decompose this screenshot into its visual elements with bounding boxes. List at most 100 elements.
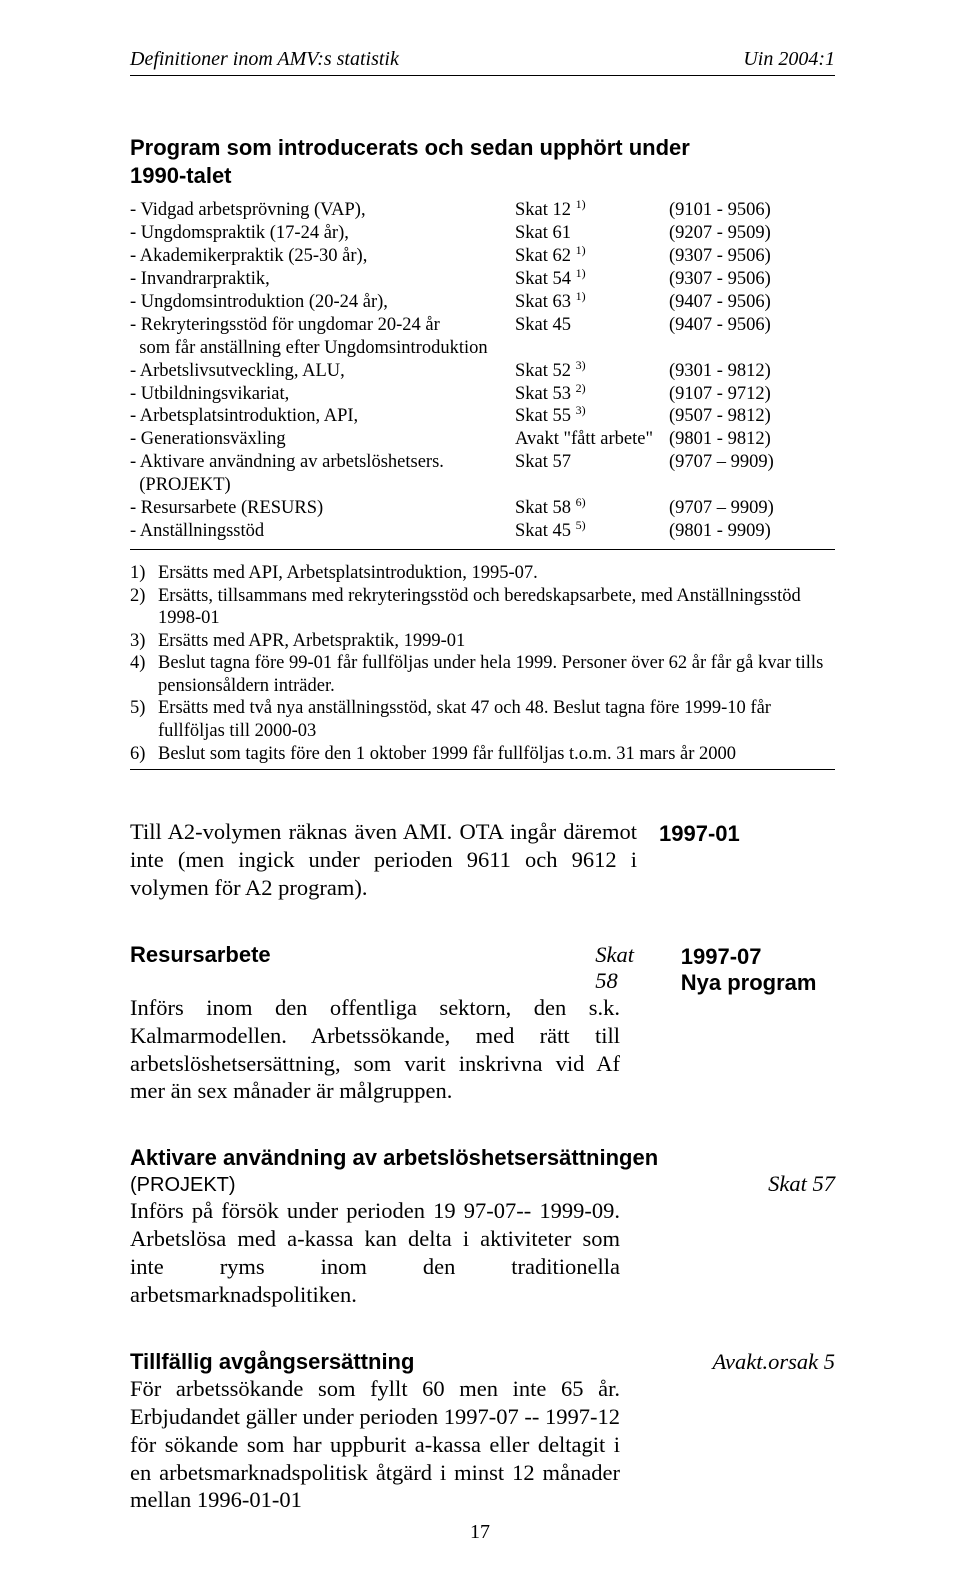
table-row: - Vidgad arbetsprövning (VAP),Skat 12 1)… [130,199,835,222]
resurs-skat: Skat 58 [595,942,659,994]
program-name: - Resursarbete (RESURS) [130,497,515,520]
section-resursarbete: Resursarbete Skat 58 Införs inom den off… [130,942,835,1106]
page-number: 17 [0,1521,960,1544]
program-code: Avakt "fått arbete" [515,428,669,451]
table-row: - Akademikerpraktik (25-30 år),Skat 62 1… [130,245,835,268]
program-range: (9707 – 9909) [669,451,835,474]
footnote-divider [130,549,835,550]
tillfallig-skat: Avakt.orsak 5 [713,1349,835,1375]
section-aktivare: Aktivare användning av arbetslöshetsersä… [130,1145,835,1309]
footnote-row: 4)Beslut tagna före 99-01 får fullföljas… [130,652,835,697]
program-name: - Arbetsplatsintroduktion, API, [130,405,515,428]
footnote-row: 1)Ersätts med API, Arbetsplatsintrodukti… [130,562,835,585]
tillfallig-body: För arbetssökande som fyllt 60 men inte … [130,1375,620,1514]
table-row: - Rekryteringsstöd för ungdomar 20-24 år… [130,314,835,337]
footnote-num: 1) [130,562,158,585]
program-name: - Arbetslivsutveckling, ALU, [130,360,515,383]
program-note: som får anställning efter Ungdomsintrodu… [130,337,835,360]
program-code: Skat 52 3) [515,360,669,383]
footnote-num: 5) [130,697,158,742]
footnote-row: 6)Beslut som tagits före den 1 oktober 1… [130,743,835,766]
program-code: Skat 53 2) [515,383,669,406]
program-name: - Invandrarpraktik, [130,268,515,291]
program-name: - Akademikerpraktik (25-30 år), [130,245,515,268]
program-name: - Anställningsstöd [130,520,515,543]
table-row: - Arbetsplatsintroduktion, API,Skat 55 3… [130,405,835,428]
table-row: - Arbetslivsutveckling, ALU,Skat 52 3)(9… [130,360,835,383]
program-range: (9207 - 9509) [669,222,835,245]
resurs-margin-1: 1997-07 [681,944,762,969]
program-code: Skat 55 3) [515,405,669,428]
program-code: Skat 45 [515,314,669,337]
program-table-1: - Vidgad arbetsprövning (VAP),Skat 12 1)… [130,199,835,337]
resurs-head-row: Resursarbete Skat 58 [130,942,659,994]
footnote-text: Ersätts med APR, Arbetspraktik, 1999-01 [158,630,835,653]
header-right: Uin 2004:1 [743,48,835,71]
page: Definitioner inom AMV:s statistik Uin 20… [0,0,960,1574]
program-table-3: - Resursarbete (RESURS)Skat 58 6)(9707 –… [130,497,835,543]
program-code: Skat 57 [515,451,669,474]
program-code: Skat 63 1) [515,291,669,314]
aktivare-sub: (PROJEKT) [130,1174,236,1196]
program-name: - Ungdomspraktik (17-24 år), [130,222,515,245]
tillfallig-head-row: Tillfällig avgångsersättning Avakt.orsak… [130,1349,835,1375]
footnote-row: 5)Ersätts med två nya anställningsstöd, … [130,697,835,742]
aktivare-body: Införs på försök under perioden 19 97-07… [130,1197,620,1309]
footnote-text: Ersätts med två nya anställningsstöd, sk… [158,697,835,742]
program-range: (9707 – 9909) [669,497,835,520]
program-code: Skat 61 [515,222,669,245]
table-row: - Aktivare användning av arbetslöshetser… [130,451,835,474]
footnote-row: 2)Ersätts, tillsammans med rekryteringss… [130,585,835,630]
projekt-note: (PROJEKT) [130,474,835,497]
aktivare-skat: Skat 57 [768,1171,835,1197]
program-range: (9407 - 9506) [669,291,835,314]
footnote-row: 3)Ersätts med APR, Arbetspraktik, 1999-0… [130,630,835,653]
footnotes-block: 1)Ersätts med API, Arbetsplatsintrodukti… [130,562,835,765]
table-row: - AnställningsstödSkat 45 5)(9801 - 9909… [130,520,835,543]
para-a2-wrap: Till A2-volymen räknas även AMI. OTA ing… [130,818,835,902]
table-row: - Resursarbete (RESURS)Skat 58 6)(9707 –… [130,497,835,520]
footnote-num: 4) [130,652,158,697]
program-title-line2: 1990-talet [130,163,232,188]
program-title: Program som introducerats och sedan upph… [130,134,835,189]
resurs-head-left: Resursarbete Skat 58 Införs inom den off… [130,942,659,1106]
tillfallig-title: Tillfällig avgångsersättning [130,1349,414,1374]
table-row: - Ungdomspraktik (17-24 år),Skat 61(9207… [130,222,835,245]
program-name: - Vidgad arbetsprövning (VAP), [130,199,515,222]
note-line: som får anställning efter Ungdomsintrodu… [130,338,488,358]
program-name: - Ungdomsintroduktion (20-24 år), [130,291,515,314]
projekt-line: (PROJEKT) [130,475,231,495]
running-header: Definitioner inom AMV:s statistik Uin 20… [130,48,835,76]
program-code: Skat 62 1) [515,245,669,268]
aktivare-title: Aktivare användning av arbetslöshetsersä… [130,1145,658,1170]
footnote-text: Ersätts med API, Arbetsplatsintroduktion… [158,562,835,585]
resurs-title: Resursarbete [130,942,271,967]
para-a2-text: Till A2-volymen räknas även AMI. OTA ing… [130,818,637,902]
table-row: - GenerationsväxlingAvakt "fått arbete"(… [130,428,835,451]
program-code: Skat 58 6) [515,497,669,520]
table-row: - Invandrarpraktik,Skat 54 1)(9307 - 950… [130,268,835,291]
program-title-line1: Program som introducerats och sedan upph… [130,135,690,160]
program-name: - Utbildningsvikariat, [130,383,515,406]
program-code: Skat 45 5) [515,520,669,543]
program-range: (9801 - 9909) [669,520,835,543]
resurs-head-wrap: Resursarbete Skat 58 Införs inom den off… [130,942,835,1106]
program-range: (9407 - 9506) [669,314,835,337]
program-name: - Generationsväxling [130,428,515,451]
program-name: - Aktivare användning av arbetslöshetser… [130,451,515,474]
program-code: Skat 54 1) [515,268,669,291]
table-row: - Utbildningsvikariat,Skat 53 2)(9107 - … [130,383,835,406]
program-table-2: - Arbetslivsutveckling, ALU,Skat 52 3)(9… [130,360,835,475]
footnote-text: Beslut som tagits före den 1 oktober 199… [158,743,835,766]
program-range: (9107 - 9712) [669,383,835,406]
aktivare-sub-row: (PROJEKT) Skat 57 [130,1171,835,1197]
program-code: Skat 12 1) [515,199,669,222]
resurs-margin-2: Nya program [681,970,817,995]
program-range: (9101 - 9506) [669,199,835,222]
footnote-num: 3) [130,630,158,653]
resurs-margin: 1997-07 Nya program [681,942,835,996]
program-range: (9801 - 9812) [669,428,835,451]
table-row: - Ungdomsintroduktion (20-24 år),Skat 63… [130,291,835,314]
program-name: - Rekryteringsstöd för ungdomar 20-24 år [130,314,515,337]
program-range: (9307 - 9506) [669,268,835,291]
